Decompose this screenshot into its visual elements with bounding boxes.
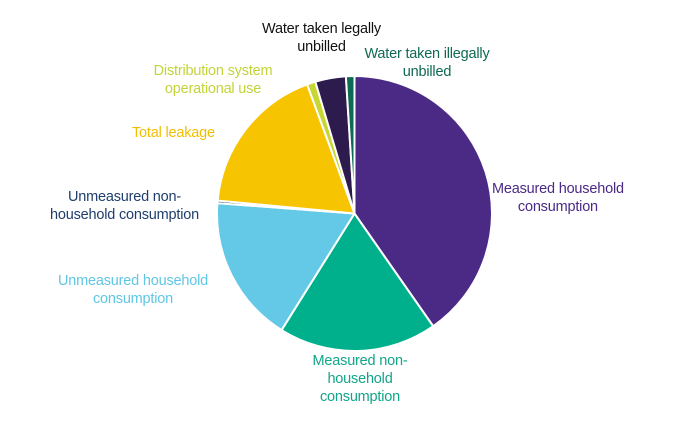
label-line: Measured household: [492, 181, 624, 197]
label-line: consumption: [92, 291, 173, 307]
label-line: household: [327, 371, 393, 387]
pie-slice-total-leakage: [216, 83, 356, 215]
label-line: Water taken legally: [262, 21, 381, 37]
label-legally-unbilled: Water taken legally unbilled: [244, 20, 399, 56]
label-line: household consumption: [50, 207, 199, 223]
label-distribution-system: Distribution system operational use: [143, 62, 283, 98]
label-line: unbilled: [402, 64, 452, 80]
pie-slice-measured-non-household-consumption: [280, 212, 435, 352]
label-line: Unmeasured non-: [67, 189, 182, 205]
pie-slice-unmeasured-household-consumption: [216, 202, 356, 332]
pie-slice-measured-household-consumption: [353, 75, 493, 328]
label-line: Water taken illegally: [364, 46, 490, 62]
label-line: consumption: [517, 199, 598, 215]
label-illegally-unbilled: Water taken illegally unbilled: [352, 45, 502, 81]
pie-slice-water-taken-illegally-unbilled: [344, 75, 356, 215]
label-measured-non-household: Measured non- household consumption: [300, 352, 420, 406]
label-line: Measured non-: [312, 353, 408, 369]
label-unmeasured-household: Unmeasured household consumption: [38, 272, 228, 308]
label-line: unbilled: [297, 39, 346, 55]
pie-slices: [216, 75, 493, 352]
label-unmeasured-non-household: Unmeasured non- household consumption: [37, 188, 212, 224]
label-line: Distribution system: [153, 63, 273, 79]
label-measured-household: Measured household consumption: [492, 180, 624, 216]
label-line: consumption: [319, 389, 400, 405]
label-line: operational use: [164, 81, 262, 97]
label-total-leakage: Total leakage: [132, 124, 215, 142]
label-line: Unmeasured household: [58, 273, 208, 289]
label-line: Total leakage: [132, 125, 215, 141]
